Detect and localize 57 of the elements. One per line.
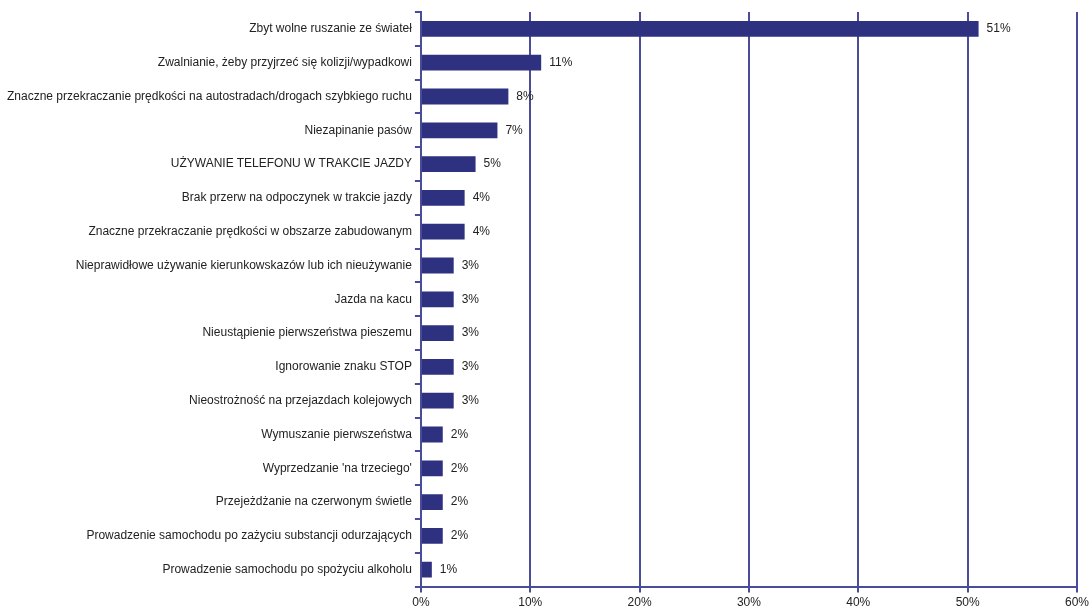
x-tick-label: 20% xyxy=(627,595,652,610)
x-tick-label: 0% xyxy=(412,595,430,610)
y-tick-label: Prowadzenie samochodu po zażyciu substancji odurzających xyxy=(86,528,412,543)
bar xyxy=(421,426,443,443)
data-label: 3% xyxy=(461,257,480,272)
bar xyxy=(421,54,542,71)
x-tick-label: 30% xyxy=(736,595,762,610)
data-label: 4% xyxy=(472,190,491,205)
y-tick-label: Brak przerw na odpoczynek w trakcie jazdy xyxy=(181,190,412,205)
bar xyxy=(421,460,443,477)
data-label: 7% xyxy=(505,122,524,137)
y-tick-label: Przejeżdżanie na czerwonym świetle xyxy=(215,494,413,509)
y-tick-label: Zbyt wolne ruszanie ze świateł xyxy=(249,21,413,36)
bar xyxy=(421,190,465,206)
data-label: 51% xyxy=(986,21,1011,36)
y-tick-label: Nieostrożność na przejazdach kolejowych xyxy=(189,393,412,408)
y-tick-label: Niezapinanie pasów xyxy=(304,122,413,137)
bar xyxy=(421,122,498,139)
data-label: 2% xyxy=(450,426,469,441)
bar xyxy=(421,325,454,341)
data-label: 4% xyxy=(472,224,491,239)
data-label: 3% xyxy=(461,393,480,408)
bar xyxy=(421,257,454,274)
x-tick-label: 10% xyxy=(518,595,543,610)
bar xyxy=(421,88,509,105)
y-tick-label: Nieprawidłowe używanie kierunkowskazów lub ich nieużywanie xyxy=(75,257,413,272)
data-label: 11% xyxy=(549,55,573,70)
bar xyxy=(421,528,443,544)
y-tick-label: Znaczne przekraczanie prędkości na autostradach/drogach szybkiego ruchu xyxy=(6,88,412,103)
data-label: 3% xyxy=(461,325,480,340)
y-tick-label: Ignorowanie znaku STOP xyxy=(275,359,412,374)
bar xyxy=(421,21,979,37)
data-label: 2% xyxy=(450,494,469,509)
bar xyxy=(421,359,454,375)
y-tick-label: Prowadzenie samochodu po spożyciu alkoholu xyxy=(162,562,412,577)
y-tick-label: UŻYWANIE TELEFONU W TRAKCIE JAZDY xyxy=(170,156,412,171)
x-tick-label: 40% xyxy=(846,595,871,610)
y-tick-label: Wymuszanie pierwszeństwa xyxy=(261,426,413,441)
bar xyxy=(421,291,454,308)
y-tick-label: Nieustąpienie pierwszeństwa pieszemu xyxy=(202,325,412,340)
y-tick-label: Zwalnianie, żeby przyjrzeć się kolizji/wypadkowi xyxy=(157,55,412,70)
bar xyxy=(421,494,443,510)
x-tick-label: 50% xyxy=(955,595,980,610)
data-label: 2% xyxy=(450,528,469,543)
y-tick-label: Jazda na kacu xyxy=(334,291,412,306)
y-tick-label: Wyprzedzanie 'na trzeciego' xyxy=(262,460,412,475)
data-label: 3% xyxy=(461,291,480,306)
bar xyxy=(421,223,465,240)
data-label: 1% xyxy=(439,562,458,577)
data-label: 2% xyxy=(450,460,469,475)
bar xyxy=(421,392,454,409)
data-label: 3% xyxy=(461,359,480,374)
bar xyxy=(421,156,476,172)
y-tick-label: Znaczne przekraczanie prędkości w obszarze zabudowanym xyxy=(88,224,412,239)
x-tick-label: 60% xyxy=(1064,595,1090,610)
data-label: 5% xyxy=(483,156,502,171)
bar xyxy=(421,561,432,578)
